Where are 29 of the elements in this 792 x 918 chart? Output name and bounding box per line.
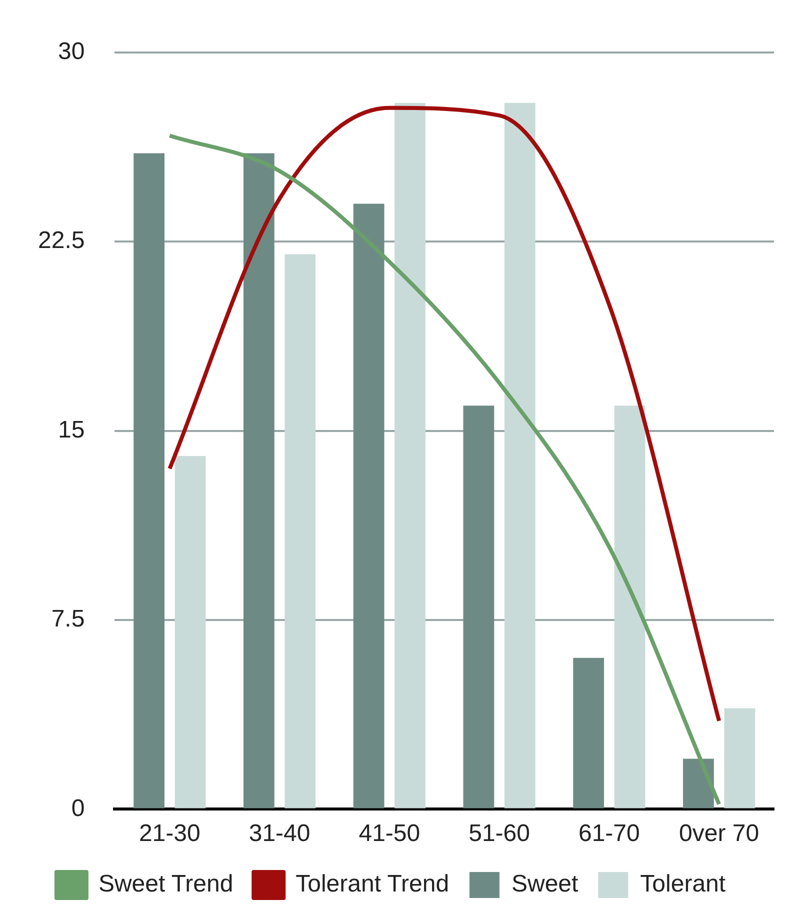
x-tick-label: 51-60 <box>468 820 530 848</box>
legend-label: Tolerant Trend <box>296 870 450 898</box>
x-tick-label: 31-40 <box>248 820 310 848</box>
bar <box>353 204 384 808</box>
x-tick-label: 21-30 <box>138 820 200 848</box>
x-tick-label: 0ver 70 <box>679 820 760 848</box>
y-tick-label: 22.5 <box>38 227 85 254</box>
bar <box>724 708 756 808</box>
legend-label: Sweet <box>511 870 579 898</box>
bar <box>463 406 494 808</box>
x-tick-label: 61-70 <box>578 820 640 848</box>
line-series <box>168 134 722 806</box>
bar <box>394 102 426 808</box>
x-tick-label: 41-50 <box>358 820 420 848</box>
bar <box>614 406 646 808</box>
y-tick-label: 0 <box>71 794 85 822</box>
legend-label: Tolerant <box>640 870 726 898</box>
bar <box>284 254 316 808</box>
bar <box>683 758 714 808</box>
y-tick-label: 15 <box>58 416 85 444</box>
bar <box>504 102 536 808</box>
bar <box>573 658 604 808</box>
bar <box>174 456 206 808</box>
y-tick-label: 30 <box>58 38 85 66</box>
line-series <box>168 106 722 723</box>
y-tick-label: 7.5 <box>51 606 85 633</box>
legend-label: Sweet Trend <box>98 870 234 898</box>
bar <box>243 153 274 808</box>
bar <box>134 153 164 808</box>
